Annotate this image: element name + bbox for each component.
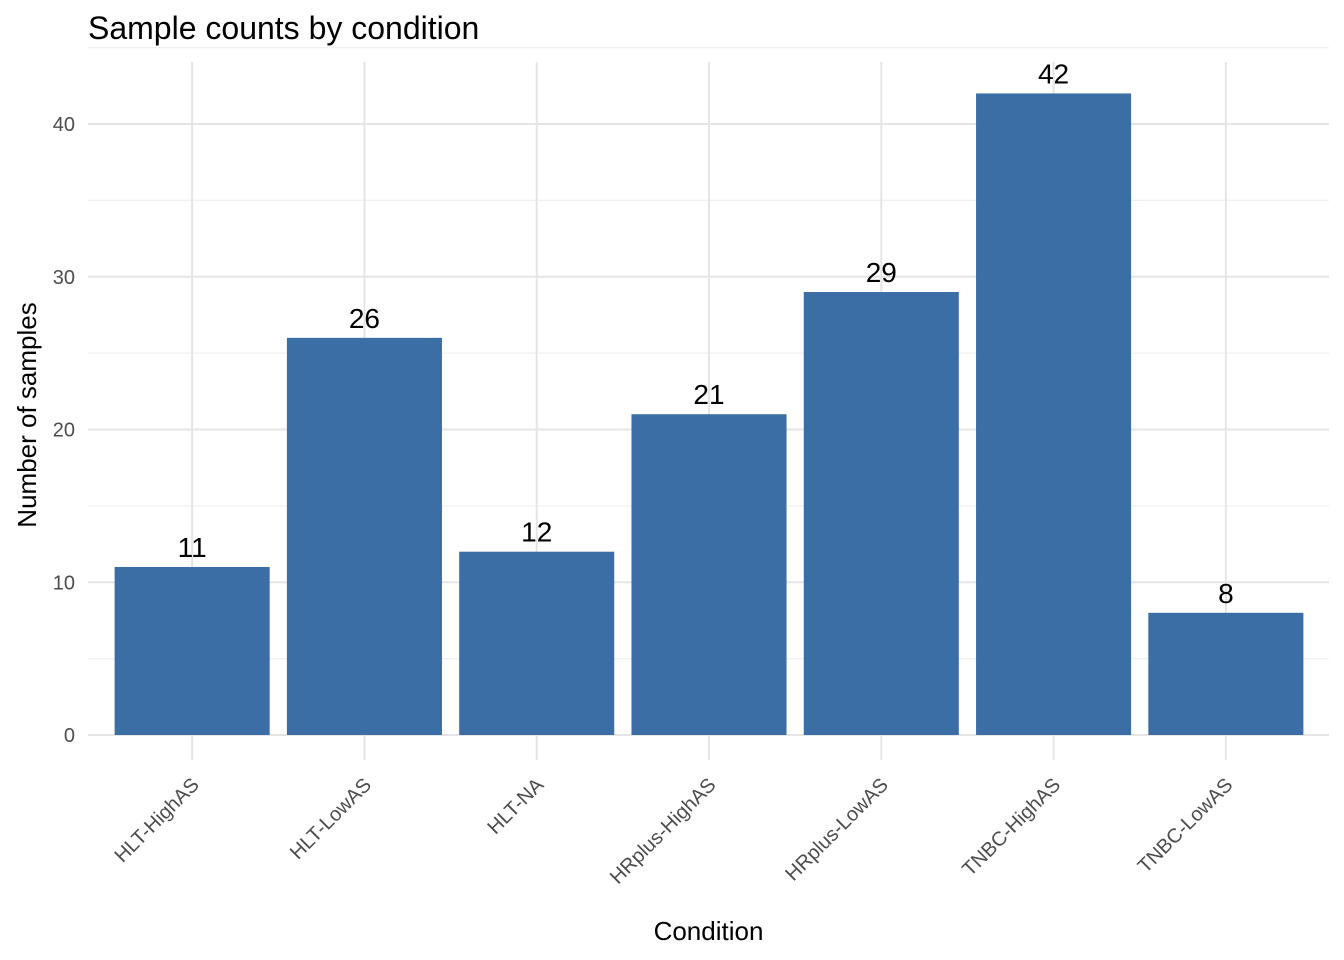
bar [459, 551, 615, 735]
data-label: 26 [349, 303, 380, 334]
y-axis-title: Number of samples [12, 302, 42, 527]
bar [976, 93, 1132, 735]
y-tick-label: 20 [53, 420, 75, 442]
data-label: 8 [1218, 578, 1234, 609]
data-label: 42 [1038, 58, 1069, 89]
bar [286, 337, 442, 735]
chart-title: Sample counts by condition [88, 10, 479, 46]
x-tick-label: HLT-NA [483, 774, 548, 839]
data-label: 11 [178, 532, 207, 563]
x-axis-title: Condition [654, 916, 764, 946]
x-tick-label: HRplus-HighAS [606, 774, 721, 889]
y-tick-label: 30 [53, 267, 75, 289]
bar [803, 292, 959, 735]
y-axis-ticks: 0 10 20 30 40 [53, 114, 75, 747]
data-label: 29 [866, 257, 897, 288]
y-tick-label: 40 [53, 114, 75, 136]
y-tick-label: 0 [64, 725, 75, 747]
x-tick-label: HRplus-LowAS [781, 774, 892, 885]
bar [114, 566, 270, 735]
y-tick-label: 10 [53, 572, 75, 594]
x-tick-label: HLT-HighAS [111, 774, 204, 867]
bars [114, 93, 1304, 735]
bar [631, 414, 787, 735]
x-axis-ticks: HLT-HighAS HLT-LowAS HLT-NA HRplus-HighAS HR… [111, 774, 1238, 889]
data-label: 12 [521, 517, 552, 548]
bar [1148, 612, 1304, 735]
data-labels: 11 26 12 21 29 42 8 [178, 58, 1234, 608]
x-tick-label: TNBC-LowAS [1134, 774, 1238, 878]
x-tick-label: TNBC-HighAS [958, 774, 1065, 881]
data-label: 21 [693, 379, 724, 410]
x-tick-label: HLT-LowAS [286, 774, 376, 864]
